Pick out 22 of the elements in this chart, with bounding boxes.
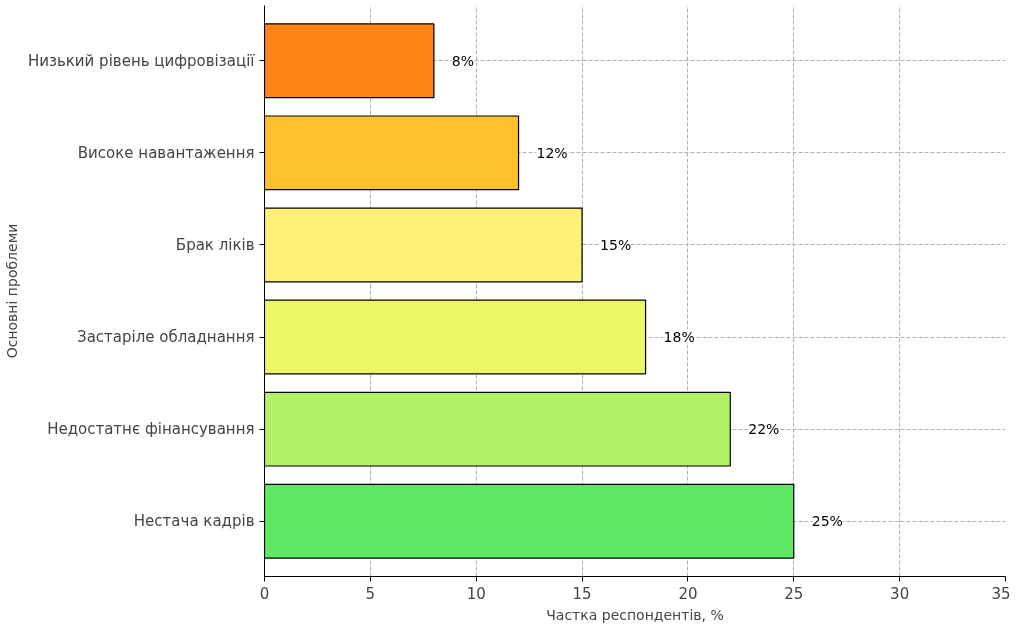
y-tick-label: Брак ліків [175,235,255,254]
x-tick-label: 0 [259,584,270,603]
x-tick-label: 20 [678,584,698,603]
x-tick-label: 30 [890,584,910,603]
y-tick-label: Недостатнє фінансування [47,420,255,439]
y-tick-label: Застаріле обладнання [77,328,255,347]
y-axis-title: Основні проблеми [3,223,20,359]
data-label: 18% [663,329,695,346]
data-label: 22% [748,421,780,438]
x-tick-label: 10 [466,584,486,603]
x-tick-label: 25 [784,584,804,603]
y-tick-label: Нестача кадрів [133,512,255,531]
data-label: 12% [536,144,568,161]
data-label: 8% [451,52,475,69]
x-tick-label: 5 [365,584,376,603]
x-tick-label: 35 [991,584,1011,603]
y-tick-label: Високе навантаження [77,143,255,162]
x-axis-title: Частка респондентів, % [546,606,724,623]
x-tick-label: 15 [572,584,592,603]
data-label: 25% [811,513,843,530]
data-label: 15% [600,236,632,253]
y-tick-label: Низький рівень цифровізації [27,51,256,70]
